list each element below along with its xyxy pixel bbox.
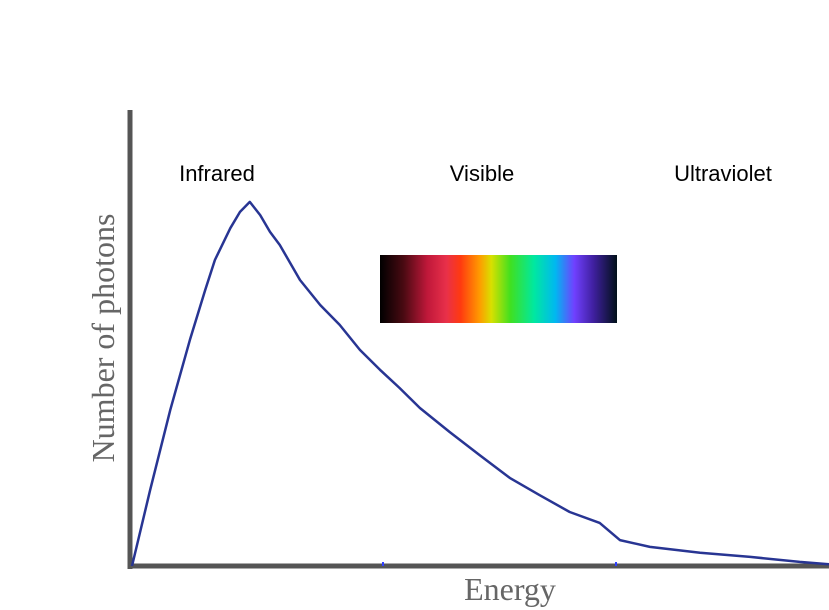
y-axis-label: Number of photons (85, 214, 121, 463)
x-axis-label: Energy (464, 571, 556, 607)
region-label: Ultraviolet (674, 161, 772, 186)
visible-spectrum (380, 255, 617, 323)
spectrum-line (130, 200, 829, 567)
region-label: Visible (450, 161, 514, 186)
region-label: Infrared (179, 161, 255, 186)
